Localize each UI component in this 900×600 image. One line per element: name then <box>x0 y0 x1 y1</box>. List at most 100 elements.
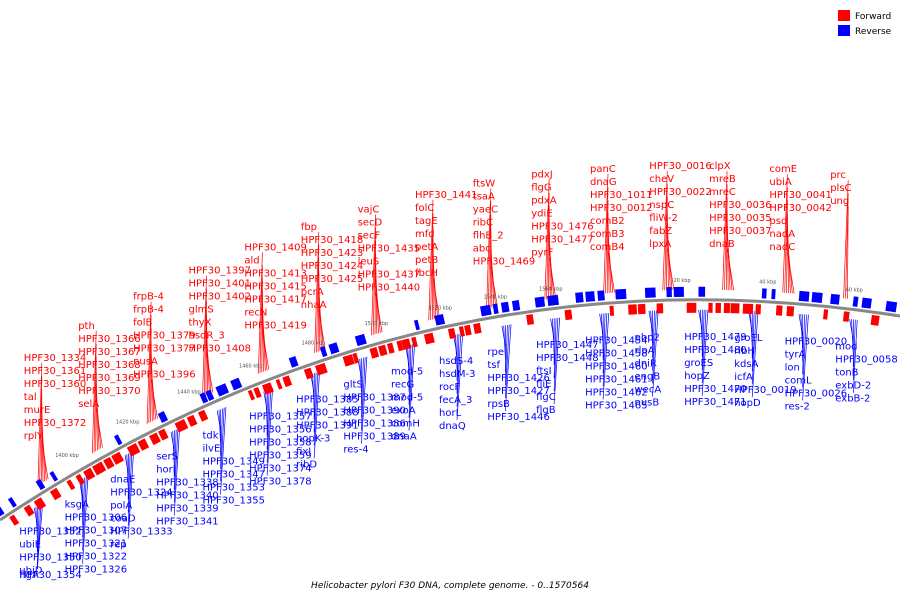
leader-line <box>602 312 610 400</box>
leader-line <box>664 184 668 291</box>
reverse-gene <box>434 313 446 326</box>
leader-line <box>146 301 152 424</box>
scale-tick-label: 1420 kbp <box>116 420 140 426</box>
reverse-gene-label: HPF30_1321 <box>65 539 127 550</box>
reverse-gene <box>157 411 169 423</box>
legend-reverse-swatch <box>838 25 850 36</box>
reverse-gene-label: comH <box>391 419 420 430</box>
forward-gene <box>247 389 256 401</box>
leader-line <box>316 244 320 353</box>
leader-line <box>127 451 133 526</box>
reverse-gene <box>798 290 810 302</box>
leader-line <box>490 266 498 307</box>
forward-gene-label: ydiE <box>531 209 552 220</box>
forward-gene <box>423 332 435 345</box>
leader-line <box>262 330 270 370</box>
scale-tick-label: 60 kbp <box>846 287 863 293</box>
reverse-gene-label: rep <box>110 540 126 551</box>
reverse-gene-label: HPF30_1352 <box>19 527 81 538</box>
forward-gene <box>103 456 115 470</box>
forward-gene <box>261 382 274 395</box>
forward-gene-label: nadC <box>769 242 795 253</box>
leader-line <box>361 357 364 418</box>
forward-gene <box>656 303 664 314</box>
reverse-gene-label: HPF30_1339 <box>156 504 218 515</box>
forward-gene-label: HPF30_0037 <box>709 226 771 237</box>
forward-gene <box>411 336 418 348</box>
forward-gene-label: HPF30_1011 <box>590 190 652 201</box>
forward-gene-label: HPF30_1361 <box>24 366 86 377</box>
forward-gene <box>253 387 262 399</box>
leader-line <box>150 379 158 419</box>
forward-gene-label: mfd <box>415 229 435 240</box>
forward-gene <box>9 514 20 526</box>
leader-line <box>787 252 795 294</box>
leader-line <box>266 388 272 463</box>
forward-gene-label: ftsW <box>473 178 495 189</box>
forward-gene-label: dnaB <box>709 239 735 250</box>
leader-line <box>724 184 728 291</box>
reverse-gene-label: mod-5 <box>391 367 423 378</box>
forward-gene-label: HPF30_0035 <box>709 213 771 224</box>
leader-line <box>259 265 263 374</box>
leader-line <box>408 343 415 431</box>
reverse-gene-label: rlpA <box>635 346 655 357</box>
reverse-gene-label: HPF30_1479 <box>684 332 746 343</box>
reverse-gene-label: HPF30_1326 <box>65 565 127 576</box>
forward-gene <box>23 504 35 517</box>
map-caption: Helicobacter pylori F30 DNA, complete ge… <box>311 581 589 591</box>
leader-line <box>456 333 464 420</box>
reverse-gene-label: HPF30_1358 <box>249 438 311 449</box>
forward-gene-label: HPF30_0016 <box>649 161 711 172</box>
reverse-gene <box>861 297 872 309</box>
leader-line <box>701 309 709 396</box>
leader-line <box>505 324 508 386</box>
forward-gene-label: flhB_2 <box>473 230 504 241</box>
forward-gene-label: secF <box>358 231 381 242</box>
reverse-gene-label: HPF30_1465 <box>585 400 647 411</box>
reverse-gene-label: lon <box>785 362 800 373</box>
reverse-gene-label: exbD-2 <box>835 381 871 392</box>
forward-gene-label: mreB <box>709 174 736 185</box>
leader-line <box>375 292 383 333</box>
reverse-gene-label: HPF30_1374 <box>249 464 311 475</box>
leader-line <box>843 180 849 299</box>
leader-line <box>607 251 615 293</box>
forward-gene <box>775 305 783 316</box>
leader-line <box>37 362 43 486</box>
leader-line <box>432 277 440 319</box>
leader-line <box>847 206 849 299</box>
forward-gene-label: leuS <box>358 257 380 268</box>
legend-forward-label: Forward <box>855 12 891 22</box>
forward-gene-label: HPF30_1423 <box>301 248 363 259</box>
leader-line <box>41 440 49 480</box>
forward-gene-label: pcrA <box>301 287 324 298</box>
reverse-gene-label: HPF30_0058 <box>835 355 897 366</box>
forward-gene-label: nspC <box>649 200 674 211</box>
leader-line <box>845 193 849 299</box>
legend: Forward Reverse <box>838 10 892 37</box>
forward-gene-label: glmS <box>189 305 214 316</box>
forward-gene <box>386 342 395 354</box>
forward-gene <box>637 303 646 315</box>
reverse-gene-label: HPF30_1354 <box>19 570 81 581</box>
forward-gene <box>742 303 754 315</box>
reverse-gene-label: ribD <box>296 460 317 471</box>
forward-gene-label: HPF30_0036 <box>709 200 771 211</box>
leader-line <box>852 319 856 380</box>
leader-line <box>751 311 759 398</box>
leader-line <box>36 502 44 570</box>
leader-line <box>82 476 87 551</box>
reverse-gene-label: dnaA <box>391 432 417 443</box>
reverse-gene-label: HPF30_1340 <box>156 491 218 502</box>
reverse-gene <box>230 377 243 391</box>
forward-gene <box>66 479 76 491</box>
forward-gene-label: comB2 <box>590 216 625 227</box>
forward-gene <box>458 326 465 337</box>
forward-gene-label: HPF30_1367 <box>78 347 140 358</box>
reverse-gene-label: HPF30_1350 <box>19 553 81 564</box>
forward-gene-label: pdxA <box>531 196 557 207</box>
leader-line <box>361 357 366 431</box>
